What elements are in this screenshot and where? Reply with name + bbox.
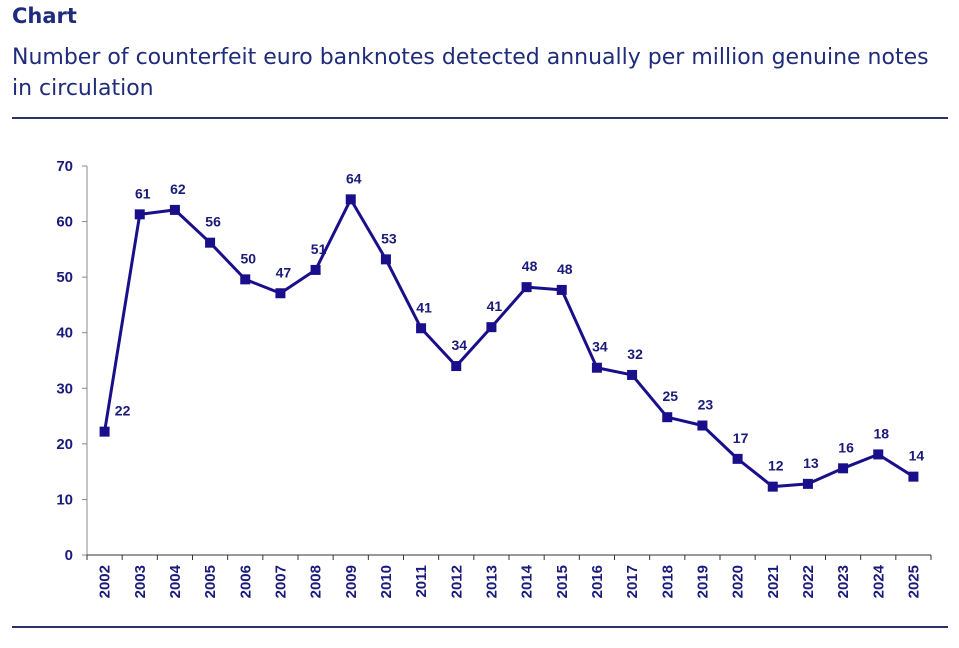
data-point-marker — [556, 284, 567, 295]
x-tick-label: 2011 — [413, 565, 430, 598]
data-label: 34 — [592, 339, 608, 355]
data-label: 17 — [733, 430, 749, 446]
data-label: 22 — [115, 403, 131, 419]
data-label: 48 — [557, 261, 573, 277]
y-tick-label: 40 — [56, 325, 73, 342]
data-point-marker — [205, 237, 216, 248]
y-axis-ticks: 0 10 20 30 40 50 60 70 — [56, 158, 87, 564]
data-label: 64 — [346, 170, 362, 186]
data-point-marker — [662, 412, 673, 423]
data-point-marker — [451, 361, 462, 372]
data-label: 56 — [205, 214, 221, 230]
x-tick-label: 2003 — [132, 565, 149, 598]
data-point-marker — [591, 362, 602, 373]
data-label: 12 — [768, 458, 784, 474]
y-tick-label: 60 — [56, 214, 73, 231]
x-tick-label: 2002 — [97, 565, 114, 598]
y-tick-label: 50 — [56, 269, 73, 286]
data-point-marker — [380, 254, 391, 265]
chart-heading: Chart — [12, 4, 77, 28]
data-label: 53 — [381, 230, 397, 246]
x-tick-label: 2007 — [272, 565, 289, 598]
data-point-marker — [802, 478, 813, 489]
y-tick-label: 30 — [56, 380, 73, 397]
x-tick-label: 2014 — [519, 564, 536, 598]
data-point-marker — [99, 426, 110, 437]
data-label: 32 — [627, 346, 643, 362]
y-tick-label: 70 — [56, 158, 73, 175]
data-label: 47 — [276, 264, 292, 280]
data-label: 25 — [662, 388, 678, 404]
data-label: 48 — [522, 258, 538, 274]
series-polyline — [103, 197, 915, 489]
y-tick-label: 20 — [56, 436, 73, 453]
data-point-marker — [416, 323, 427, 334]
top-divider — [12, 117, 948, 119]
data-label: 62 — [170, 181, 186, 197]
data-point-marker — [134, 209, 145, 220]
x-tick-label: 2016 — [589, 565, 606, 598]
data-point-marker — [838, 463, 849, 474]
x-tick-label: 2025 — [905, 565, 922, 598]
x-tick-label: 2018 — [659, 565, 676, 598]
x-tick-label: 2017 — [624, 565, 641, 598]
x-tick-label: 2020 — [730, 565, 747, 598]
data-point-marker — [873, 449, 884, 460]
data-point-marker — [767, 481, 778, 492]
x-tick-label: 2021 — [765, 565, 782, 598]
x-tick-label: 2008 — [308, 565, 325, 598]
x-tick-label: 2004 — [167, 564, 184, 598]
data-label: 18 — [873, 425, 889, 441]
x-tick-label: 2013 — [483, 565, 500, 598]
data-point-marker — [275, 288, 286, 299]
x-tick-label: 2022 — [800, 565, 817, 598]
data-point-marker — [169, 204, 180, 215]
y-tick-label: 0 — [65, 547, 73, 564]
x-tick-label: 2006 — [237, 565, 254, 598]
data-label: 41 — [487, 298, 503, 314]
y-tick-label: 10 — [56, 491, 73, 508]
x-tick-label: 2009 — [343, 565, 360, 598]
x-tick-label: 2023 — [835, 565, 852, 598]
data-point-marker — [486, 322, 497, 333]
data-labels: 22 61 62 56 50 47 51 64 53 41 34 41 48 48 34 32 25 23 17 12… — [115, 170, 925, 473]
data-label: 13 — [803, 455, 819, 471]
data-label: 16 — [838, 439, 854, 455]
x-tick-label: 2024 — [870, 564, 887, 598]
series-markers — [99, 194, 919, 492]
data-label: 34 — [451, 337, 467, 353]
data-label: 23 — [698, 397, 714, 413]
data-point-marker — [697, 420, 708, 431]
data-point-marker — [908, 471, 919, 482]
data-point-marker — [310, 264, 321, 275]
chart-subtitle: Number of counterfeit euro banknotes det… — [12, 45, 929, 101]
x-tick-label: 2019 — [694, 565, 711, 598]
data-label: 61 — [135, 185, 151, 201]
data-point-marker — [732, 453, 743, 464]
data-point-marker — [345, 194, 356, 205]
x-tick-label: 2015 — [554, 565, 571, 598]
x-tick-label: 2010 — [378, 565, 395, 598]
data-point-marker — [627, 369, 638, 380]
data-point-marker — [240, 274, 251, 285]
data-point-marker — [521, 282, 532, 293]
series-line — [103, 197, 915, 489]
data-label: 50 — [240, 250, 256, 266]
bottom-divider — [12, 626, 948, 628]
data-label: 41 — [416, 299, 432, 315]
data-label: 51 — [311, 241, 327, 257]
x-tick-label: 2012 — [448, 565, 465, 598]
x-axis-ticks: 2002 2003 2004 2005 2006 2007 2008 2009 2010 2011… — [86, 555, 932, 598]
data-label: 14 — [909, 448, 925, 464]
x-tick-label: 2005 — [202, 565, 219, 598]
